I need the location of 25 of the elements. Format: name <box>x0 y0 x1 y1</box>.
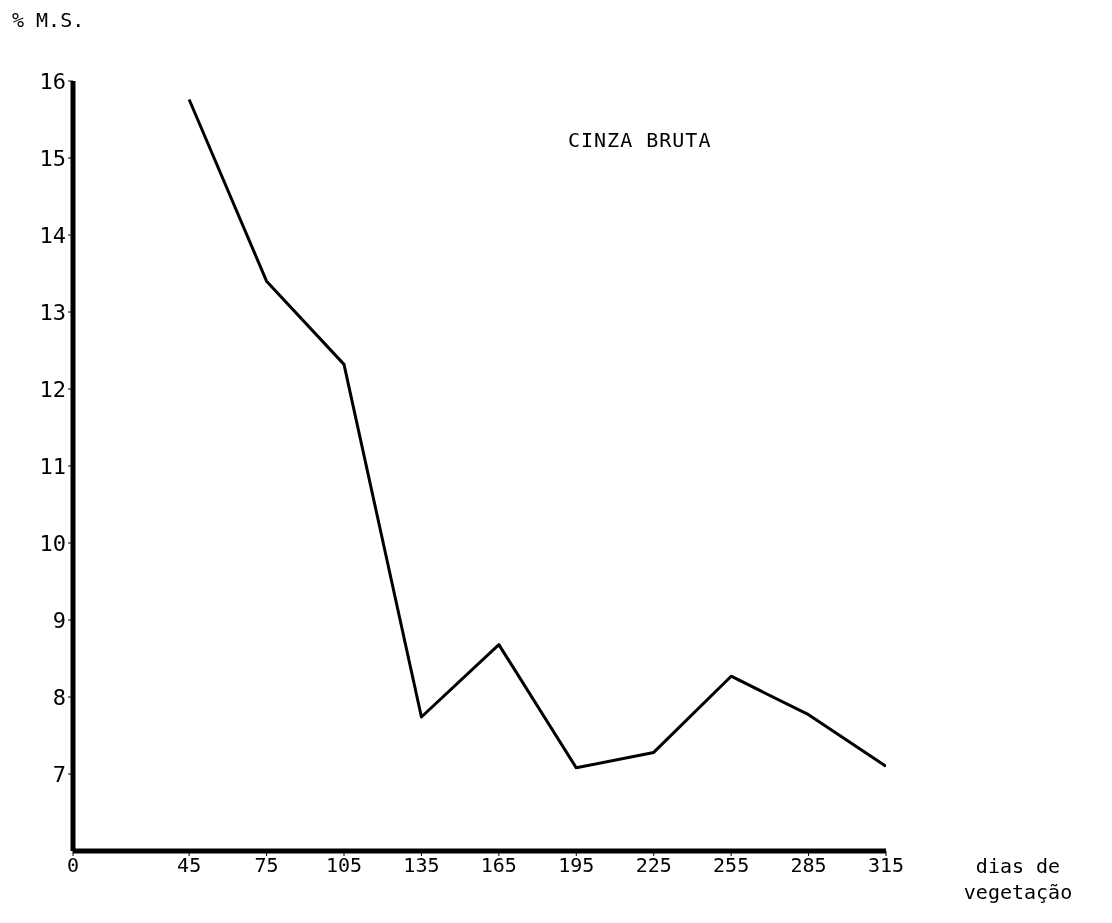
x-tick-label: 0 <box>66 853 80 878</box>
x-tick-label: 165 <box>480 853 517 878</box>
x-tick-label: 255 <box>713 853 750 878</box>
y-tick-label: 13 <box>39 299 66 325</box>
x-tick-label: 135 <box>403 853 440 878</box>
y-tick-label: 9 <box>52 607 66 633</box>
x-tick-label: 315 <box>867 853 905 878</box>
x-axis-title: dias de vegetação <box>962 853 1074 905</box>
y-tick-label: 14 <box>39 222 66 248</box>
x-tick-label: 285 <box>790 853 827 878</box>
x-tick-label: 105 <box>325 853 363 878</box>
y-tick-label: 10 <box>39 530 66 556</box>
y-axis-title: % M.S. <box>12 8 85 32</box>
x-tick-label: 45 <box>177 853 202 878</box>
y-tick-label: 7 <box>52 761 66 787</box>
x-tick-label: 195 <box>558 853 595 878</box>
y-tick-label: 12 <box>39 376 66 402</box>
y-tick-label: 11 <box>39 453 66 479</box>
line-series <box>187 97 886 770</box>
text: CINZA BRUTA <box>568 128 712 152</box>
y-tick-label: 16 <box>39 68 66 94</box>
y-tick-label: 15 <box>39 145 66 171</box>
x-tick-label: 225 <box>635 853 672 878</box>
x-tick-label: 75 <box>254 853 279 878</box>
y-tick-label: 8 <box>52 684 66 710</box>
